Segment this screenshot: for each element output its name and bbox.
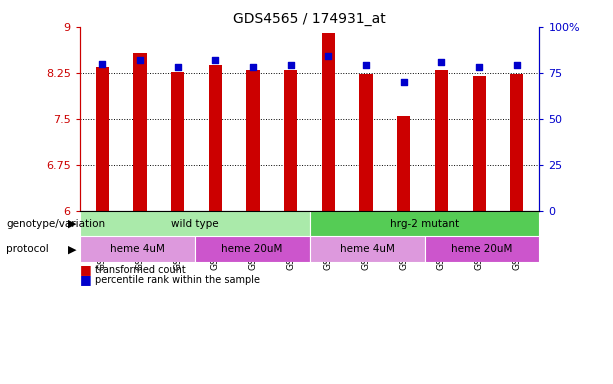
Bar (171, 71, 185, 211)
Text: hrg-2 mutant: hrg-2 mutant (390, 218, 459, 228)
Text: heme 20uM: heme 20uM (221, 244, 283, 254)
Bar (134, 53, 147, 211)
Text: percentile rank within the sample: percentile rank within the sample (95, 275, 260, 285)
Point (210, 57, 220, 63)
Bar (322, 33, 335, 211)
Bar (80, 237, 195, 262)
Text: genotype/variation: genotype/variation (6, 218, 105, 228)
Title: GDS4565 / 174931_at: GDS4565 / 174931_at (233, 12, 386, 26)
Bar (96, 67, 109, 211)
Point (361, 62, 371, 68)
Text: protocol: protocol (6, 244, 49, 254)
Bar (80, 211, 310, 237)
Text: ■: ■ (80, 273, 91, 286)
Point (97, 61, 107, 67)
Bar (510, 74, 524, 211)
Text: ▶: ▶ (68, 244, 77, 254)
Bar (284, 70, 297, 211)
Bar (473, 76, 485, 211)
Bar (435, 70, 448, 211)
Point (324, 53, 333, 60)
Point (474, 64, 484, 70)
Bar (195, 237, 310, 262)
Text: heme 4uM: heme 4uM (340, 244, 395, 254)
Bar (397, 116, 410, 211)
Text: wild type: wild type (171, 218, 218, 228)
Point (399, 79, 409, 85)
Bar (209, 65, 222, 211)
Point (512, 62, 522, 68)
Bar (359, 74, 373, 211)
Bar (310, 237, 424, 262)
Bar (424, 237, 539, 262)
Text: heme 4uM: heme 4uM (110, 244, 165, 254)
Bar (246, 70, 260, 211)
Text: heme 20uM: heme 20uM (451, 244, 512, 254)
Point (173, 64, 183, 70)
Point (248, 64, 258, 70)
Text: transformed count: transformed count (95, 265, 186, 275)
Point (135, 57, 145, 63)
Bar (310, 211, 539, 237)
Text: ▶: ▶ (68, 218, 77, 228)
Point (286, 62, 295, 68)
Text: ■: ■ (80, 263, 91, 276)
Point (436, 59, 446, 65)
